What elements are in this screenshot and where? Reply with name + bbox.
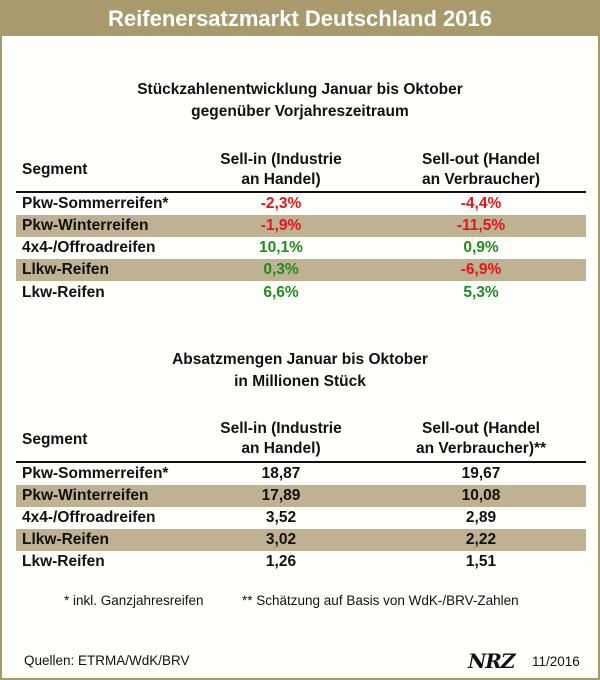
section2-col-segment: Segment (22, 431, 88, 448)
segment-cell: Lkw-Reifen (22, 284, 105, 301)
sell-in-cell: -1,9% (260, 217, 302, 234)
table-row: Llkw-Reifen 3,02 2,22 (16, 529, 586, 551)
sell-in-cell: 1,26 (265, 553, 297, 570)
page-title: Reifenersatzmarkt Deutschland 2016 (2, 2, 598, 36)
section2-col-sellin-line1: Sell-in (Industrie (220, 420, 342, 437)
publication-date: 11/2016 (532, 654, 580, 669)
sell-out-cell: 19,67 (461, 465, 501, 482)
sell-out-cell: -6,9% (460, 261, 502, 278)
table-row: 4x4-/Offroadreifen 3,52 2,89 (16, 507, 586, 529)
sell-in-cell: 3,02 (265, 531, 297, 548)
sell-in-cell: 18,87 (261, 465, 301, 482)
table-row: Pkw-Sommerreifen* 18,87 19,67 (16, 463, 586, 485)
table-row: Pkw-Sommerreifen* -2,3% -4,4% (16, 193, 586, 215)
segment-cell: Pkw-Winterreifen (22, 487, 149, 504)
sell-in-cell: 3,52 (265, 509, 297, 526)
segment-cell: 4x4-/Offroadreifen (22, 239, 156, 256)
segment-cell: Llkw-Reifen (22, 531, 109, 548)
segment-cell: Lkw-Reifen (22, 553, 105, 570)
segment-cell: Llkw-Reifen (22, 261, 109, 278)
sell-in-cell: -2,3% (260, 195, 302, 212)
segment-cell: 4x4-/Offroadreifen (22, 509, 156, 526)
table-row: Pkw-Winterreifen -1,9% -11,5% (16, 215, 586, 237)
section1-col-segment: Segment (22, 161, 88, 178)
table-row: Pkw-Winterreifen 17,89 10,08 (16, 485, 586, 507)
section1-col-sellout-line2: an Verbraucher) (421, 171, 541, 188)
section1-heading-line2: gegenüber Vorjahreszeitraum (191, 103, 409, 120)
sell-out-cell: 0,9% (463, 239, 499, 256)
section2-heading-line1: Absatzmengen Januar bis Oktober (172, 351, 428, 368)
table-row: Llkw-Reifen 0,3% -6,9% (16, 259, 586, 281)
sell-in-cell: 10,1% (259, 239, 303, 256)
section2-col-sellout-line2: an Verbraucher)** (415, 440, 547, 457)
sell-in-cell: 0,3% (263, 261, 299, 278)
sell-out-cell: 2,89 (465, 509, 497, 526)
segment-cell: Pkw-Winterreifen (22, 217, 149, 234)
section1-col-sellout-line1: Sell-out (Handel (422, 151, 540, 168)
section2-header-rule (16, 461, 586, 463)
sell-out-cell: 1,51 (465, 553, 497, 570)
table-row: 4x4-/Offroadreifen 10,1% 0,9% (16, 237, 586, 259)
source-credit: Quellen: ETRMA/WdK/BRV (24, 653, 190, 668)
section1-heading-line1: Stückzahlenentwicklung Januar bis Oktobe… (137, 81, 463, 98)
sell-in-cell: 6,6% (263, 284, 299, 301)
segment-cell: Pkw-Sommerreifen* (22, 465, 169, 482)
sell-out-cell: 10,08 (461, 487, 501, 504)
section2-col-sellin-line2: an Handel) (241, 440, 321, 457)
sell-out-cell: 2,22 (465, 531, 497, 548)
footnote-estimate: ** Schätzung auf Basis von WdK-/BRV-Zahl… (242, 593, 519, 608)
sell-in-cell: 17,89 (261, 487, 301, 504)
table-row: Lkw-Reifen 1,26 1,51 (16, 551, 586, 573)
section2-heading-line2: in Millionen Stück (234, 373, 366, 390)
section1-col-sellin-line1: Sell-in (Industrie (220, 151, 342, 168)
sell-out-cell: 5,3% (463, 284, 499, 301)
footnote-all-season: * inkl. Ganzjahresreifen (64, 593, 204, 608)
nrz-logo: NRZ (468, 649, 516, 673)
table-row: Lkw-Reifen 6,6% 5,3% (16, 282, 586, 304)
sell-out-cell: -11,5% (456, 217, 506, 234)
segment-cell: Pkw-Sommerreifen* (22, 195, 169, 212)
sell-out-cell: -4,4% (460, 195, 502, 212)
section1-col-sellin-line2: an Handel) (241, 171, 321, 188)
section1-header-rule (16, 191, 586, 193)
section2-col-sellout-line1: Sell-out (Handel (422, 420, 540, 437)
